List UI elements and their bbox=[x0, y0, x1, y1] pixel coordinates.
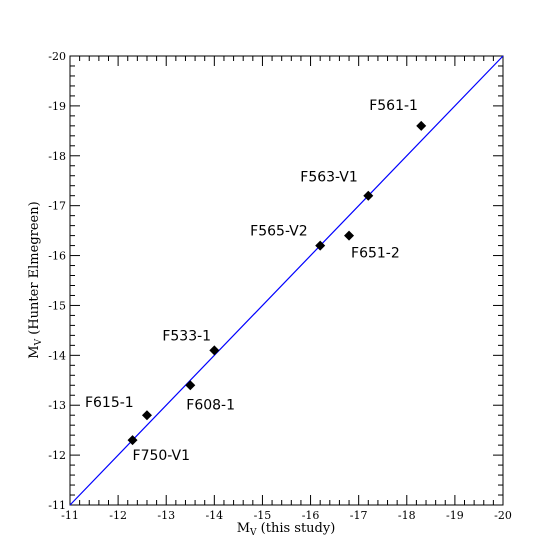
x-tick-label: -13 bbox=[157, 509, 175, 522]
y-axis-label-sub: V bbox=[34, 338, 44, 346]
x-tick-label: -11 bbox=[61, 509, 79, 522]
data-point bbox=[344, 230, 355, 241]
x-tick-label: -12 bbox=[109, 509, 127, 522]
y-tick-label: -11 bbox=[48, 499, 66, 512]
one-to-one-line bbox=[69, 55, 504, 506]
y-tick-label: -14 bbox=[48, 349, 66, 362]
x-axis-label: MV (this study) bbox=[237, 521, 336, 538]
data-point-label: F651-2 bbox=[351, 246, 400, 262]
data-point bbox=[141, 410, 152, 421]
data-point-label: F615-1 bbox=[85, 395, 134, 411]
data-point-label: F563-V1 bbox=[300, 170, 358, 186]
x-tick-label: -14 bbox=[205, 509, 223, 522]
data-point-label: F608-1 bbox=[186, 397, 235, 413]
x-tick-label: -19 bbox=[446, 509, 464, 522]
x-tick-label: -15 bbox=[254, 509, 272, 522]
y-tick-label: -12 bbox=[48, 449, 66, 462]
y-tick-label: -13 bbox=[48, 399, 66, 412]
data-point bbox=[185, 380, 196, 391]
y-axis-label-main: M bbox=[27, 345, 42, 358]
data-point bbox=[315, 240, 326, 251]
x-tick-label: -18 bbox=[398, 509, 416, 522]
x-tick-label: -20 bbox=[494, 509, 512, 522]
data-point-label: F750-V1 bbox=[133, 448, 191, 464]
x-axis-label-rest: (this study) bbox=[257, 521, 336, 536]
data-point bbox=[127, 435, 138, 446]
x-axis-label-sub: V bbox=[249, 528, 257, 538]
axis-tick-labels: -11 -12 -13 -14 -15 -16 -17 -18 -19 -20 -11 -12 -13 -… bbox=[48, 50, 512, 522]
y-tick-label: -15 bbox=[48, 299, 66, 312]
data-point-label: F533-1 bbox=[162, 328, 211, 344]
data-point bbox=[416, 120, 427, 131]
y-tick-label: -18 bbox=[48, 150, 66, 163]
y-tick-label: -17 bbox=[48, 200, 66, 213]
y-tick-label: -20 bbox=[48, 50, 66, 63]
y-axis-label: MV (Hunter Elmegreen) bbox=[27, 201, 44, 358]
y-tick-label: -16 bbox=[48, 250, 66, 263]
axis-ticks bbox=[69, 55, 504, 506]
x-tick-label: -17 bbox=[350, 509, 368, 522]
data-point bbox=[363, 190, 374, 201]
data-point bbox=[209, 345, 220, 356]
data-points bbox=[127, 120, 427, 446]
y-tick-label: -19 bbox=[48, 100, 66, 113]
x-axis-label-main: M bbox=[237, 521, 250, 536]
y-axis-label-rest: (Hunter Elmegreen) bbox=[27, 201, 42, 339]
data-point-label: F561-1 bbox=[369, 98, 418, 114]
plot-frame bbox=[69, 55, 504, 506]
x-tick-label: -16 bbox=[302, 509, 320, 522]
point-labels: F561-1 F563-V1 F565-V2 F651-2 F533-1 F608-1 F6… bbox=[85, 98, 418, 464]
data-point-label: F565-V2 bbox=[250, 224, 308, 240]
